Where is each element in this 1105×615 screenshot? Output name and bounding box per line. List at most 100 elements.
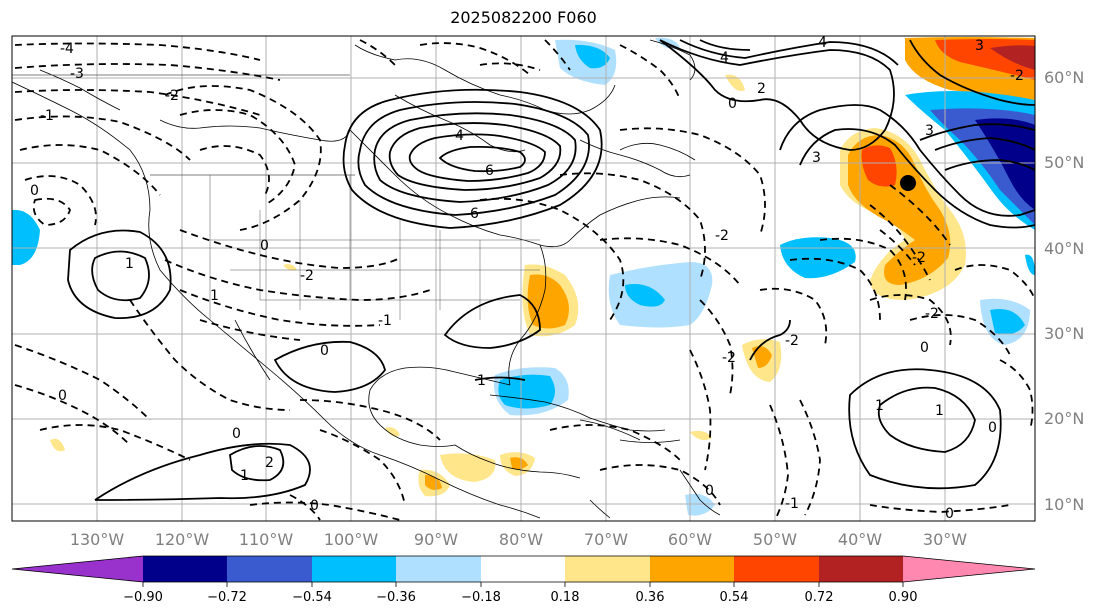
- lon-label: 90°W: [414, 530, 458, 549]
- contour-label: 3: [812, 150, 821, 166]
- contour-label: 0: [920, 340, 929, 356]
- colorbar-tick-label: 0.90: [889, 590, 918, 605]
- colorbar-segment: [650, 556, 734, 582]
- colorbar-segment: [227, 556, 312, 582]
- colorbar-min-arrow: [12, 556, 143, 582]
- lon-label: 110°W: [239, 530, 294, 549]
- contour-label: -2: [1010, 68, 1024, 84]
- shade-blue-east: [990, 309, 1025, 335]
- colorbar-tick-label: 0.18: [551, 590, 580, 605]
- negative-contours: [14, 39, 1035, 521]
- colorbar-segment: [396, 556, 481, 582]
- shade-blue-caribbean: [498, 374, 555, 409]
- contour-label: 1: [875, 398, 884, 414]
- colorbar-segment: [819, 556, 903, 582]
- lat-label: 10°N: [1044, 495, 1084, 514]
- contour-label: -2: [722, 350, 736, 366]
- map-title: 2025082200 F060: [450, 8, 597, 27]
- shade-lightblue-central: [608, 262, 713, 328]
- lat-label: 40°N: [1044, 239, 1084, 258]
- colorbar-tick-label: −0.90: [123, 590, 163, 605]
- contour-label: 0: [30, 183, 39, 199]
- colorbar-tick-label: 0.36: [636, 590, 665, 605]
- contour-label: -1: [378, 313, 392, 329]
- lon-label: 40°W: [838, 530, 882, 549]
- contour-label: 1: [125, 256, 134, 272]
- shade-navy-ne: [975, 118, 1035, 210]
- contour-label: 2: [757, 81, 766, 97]
- shade-lightblue-south: [685, 493, 715, 516]
- shade-orange-pacific: [425, 475, 442, 490]
- lon-label: 120°W: [155, 530, 210, 549]
- colorbar-max-arrow: [903, 556, 1035, 582]
- contour-label: -2: [925, 306, 939, 322]
- shade-yellow-atl-small: [690, 430, 712, 440]
- shade-yellow-north: [725, 74, 745, 91]
- latitude-labels: 60°N 50°N 40°N 30°N 20°N 10°N: [1044, 68, 1084, 514]
- shade-yellow-mexico: [385, 427, 400, 437]
- contour-label: -1: [40, 108, 54, 124]
- colorbar-tick-label: −0.54: [292, 590, 332, 605]
- contour-label: 0: [260, 238, 269, 254]
- shade-yellow-centralamerica: [440, 453, 496, 482]
- contour-label: 0: [728, 96, 737, 112]
- contour-label: -2: [715, 228, 729, 244]
- colorbar-tick-label: 0.72: [805, 590, 834, 605]
- contour-label: 0: [232, 426, 241, 442]
- shade-blue-edge: [1025, 254, 1035, 275]
- contour-label: 4: [455, 128, 464, 144]
- lon-label: 80°W: [499, 530, 543, 549]
- contour-label: 4: [818, 35, 827, 51]
- colorbar-tick-label: −0.18: [461, 590, 501, 605]
- contour-label: -2: [300, 268, 314, 284]
- contour-label: 6: [485, 163, 494, 179]
- lon-label: 30°W: [923, 530, 967, 549]
- shade-red-central: [861, 145, 897, 187]
- contour-label: 0: [988, 420, 997, 436]
- contour-label: 1: [210, 288, 219, 304]
- colorbar-segment: [565, 556, 650, 582]
- shade-orange-venezuela: [510, 457, 528, 470]
- contour-label: 0: [320, 343, 329, 359]
- colorbar-segment: [734, 556, 819, 582]
- lat-label: 60°N: [1044, 68, 1084, 87]
- lon-label: 130°W: [70, 530, 125, 549]
- contour-label: 0: [705, 483, 714, 499]
- lat-label: 50°N: [1044, 153, 1084, 172]
- positive-contours: [67, 39, 1035, 501]
- colorbar-tick-label: 0.54: [720, 590, 749, 605]
- shade-darkred-ne: [990, 45, 1035, 70]
- contour-label: 4: [720, 50, 729, 66]
- contour-label: 1: [240, 468, 249, 484]
- shade-orange-subtropical: [752, 346, 772, 368]
- shade-blue-labrador: [575, 44, 610, 69]
- shade-blue-small: [625, 284, 665, 307]
- contour-label: -3: [70, 66, 84, 82]
- colorbar-segment: [312, 556, 396, 582]
- shade-blue-pacific: [12, 209, 40, 265]
- contour-label: 1: [935, 403, 944, 419]
- contour-label: 0: [310, 498, 319, 514]
- lon-label: 100°W: [324, 530, 379, 549]
- contour-label: 6: [470, 206, 479, 222]
- lon-label: 50°W: [753, 530, 797, 549]
- contour-label: 2: [265, 455, 274, 471]
- lat-label: 20°N: [1044, 409, 1084, 428]
- contour-label: 1: [477, 373, 486, 389]
- lat-label: 30°N: [1044, 324, 1084, 343]
- contour-label: -1: [785, 496, 799, 512]
- colorbar: −0.90 −0.72 −0.54 −0.36 −0.18 0.18 0.36 …: [11, 555, 1036, 605]
- coastlines: [12, 39, 721, 519]
- shade-yellow-us: [283, 264, 297, 271]
- contour-label: 0: [945, 506, 954, 522]
- longitude-labels: 130°W 120°W 110°W 100°W 90°W 80°W 70°W 6…: [70, 530, 967, 549]
- colorbar-segment: [143, 556, 227, 582]
- lon-label: 70°W: [584, 530, 628, 549]
- contour-label: -4: [60, 41, 74, 57]
- contour-label: 3: [925, 123, 934, 139]
- contour-labels: -4 -3 -2 -1 0 1 -2 -1 0 1 2 0 6 4 6 4 4 …: [30, 35, 1024, 522]
- storm-center-dot: [900, 175, 916, 191]
- shade-yellow-pacific-w: [50, 438, 65, 452]
- graticule: [12, 36, 1035, 521]
